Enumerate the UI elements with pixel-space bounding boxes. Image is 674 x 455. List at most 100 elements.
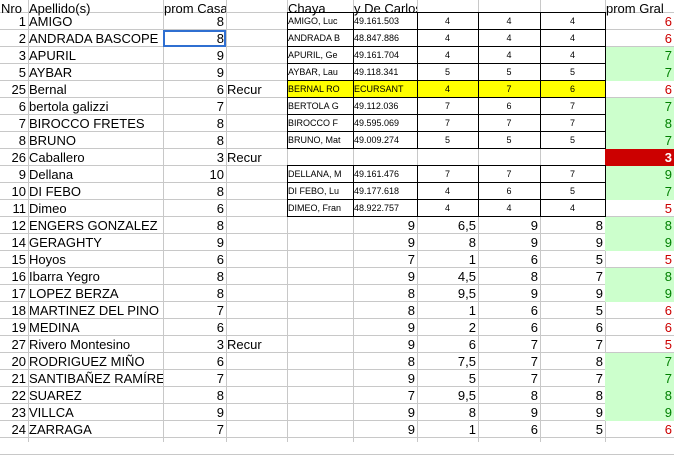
row-nro[interactable]: 14 [11, 235, 26, 250]
row-prom-casas[interactable]: 8 [216, 133, 224, 148]
row-nota-d[interactable]: 6 [595, 320, 603, 335]
row-nota-3[interactable]: 5 [569, 135, 575, 145]
row-apellido[interactable]: MEDINA [29, 320, 80, 335]
row-nro[interactable]: 8 [18, 133, 26, 148]
row-nota-a[interactable]: 8 [407, 286, 415, 301]
row-alumno[interactable]: BRUNO, Mat [288, 135, 341, 145]
row-nota-b[interactable]: 5 [468, 371, 476, 386]
row-prom-gral[interactable]: 7 [605, 183, 674, 200]
row-apellido[interactable]: SANTIBAÑEZ RAMÍREZ [29, 371, 163, 386]
row-apellido[interactable]: ZARRAGA [29, 422, 92, 437]
row-nota-a[interactable]: 7 [407, 388, 415, 403]
row-prom-casas[interactable]: 8 [216, 286, 224, 301]
row-nro[interactable]: 11 [12, 201, 27, 216]
row-recur[interactable]: Recur [227, 82, 262, 97]
row-nota-b[interactable]: 8 [468, 235, 476, 250]
row-prom-casas[interactable]: 3 [216, 337, 224, 352]
row-dni[interactable]: 49.161.704 [354, 50, 400, 60]
row-nota-1[interactable]: 4 [444, 50, 450, 60]
row-nota-a[interactable]: 7 [407, 252, 415, 267]
row-prom-casas[interactable]: 6 [216, 252, 224, 267]
row-apellido[interactable]: APURIL [29, 48, 76, 63]
row-apellido[interactable]: VILLCA [29, 405, 74, 420]
row-nota-c[interactable]: 8 [530, 269, 538, 284]
row-nota-a[interactable]: 9 [407, 235, 415, 250]
row-nro[interactable]: 10 [11, 184, 26, 199]
row-nota-a[interactable]: 9 [407, 269, 415, 284]
row-apellido[interactable]: ENGERS GONZALEZ [29, 218, 158, 233]
row-nro[interactable]: 18 [11, 303, 26, 318]
row-prom-casas[interactable]: 10 [209, 167, 224, 182]
row-nota-b[interactable]: 6 [468, 337, 476, 352]
row-prom-casas[interactable]: 9 [216, 65, 224, 80]
row-prom-gral[interactable]: 5 [664, 337, 672, 352]
row-nota-d[interactable]: 8 [595, 354, 603, 369]
row-nota-1[interactable]: 7 [444, 118, 450, 128]
row-prom-gral[interactable]: 7 [605, 353, 674, 370]
row-recur[interactable]: Recur [227, 150, 262, 165]
row-apellido[interactable]: SUAREZ [29, 388, 82, 403]
row-nota-a[interactable]: 9 [407, 405, 415, 420]
row-nota-2[interactable]: 4 [506, 50, 512, 60]
row-prom-casas[interactable]: 9 [216, 48, 224, 63]
row-nota-3[interactable]: 7 [569, 118, 575, 128]
row-nota-2[interactable]: 5 [506, 135, 512, 145]
row-nota-b[interactable]: 9,5 [457, 286, 476, 301]
row-prom-casas[interactable]: 8 [216, 116, 224, 131]
row-apellido[interactable]: Caballero [29, 150, 85, 165]
row-nota-1[interactable]: 4 [417, 81, 478, 98]
row-dni[interactable]: ECURSANT [353, 81, 417, 98]
row-prom-casas[interactable]: 8 [163, 30, 226, 47]
row-prom-gral[interactable]: 6 [664, 14, 672, 29]
row-apellido[interactable]: BRUNO [29, 133, 76, 148]
row-prom-casas[interactable]: 7 [216, 99, 224, 114]
row-nota-2[interactable]: 7 [478, 81, 540, 98]
row-nro[interactable]: 16 [11, 269, 26, 284]
row-nro[interactable]: 23 [11, 405, 26, 420]
row-prom-casas[interactable]: 9 [216, 235, 224, 250]
row-apellido[interactable]: MARTINEZ DEL PINO [29, 303, 160, 318]
row-nota-2[interactable]: 4 [506, 16, 512, 26]
row-nota-a[interactable]: 9 [407, 218, 415, 233]
row-prom-casas[interactable]: 7 [216, 422, 224, 437]
row-nro[interactable]: 27 [11, 337, 26, 352]
row-nota-3[interactable]: 7 [569, 169, 575, 179]
row-prom-casas[interactable]: 6 [216, 320, 224, 335]
row-nro[interactable]: 1 [18, 14, 26, 29]
header-prom-casas[interactable]: prom Casas [164, 1, 226, 16]
row-nota-c[interactable]: 9 [530, 286, 538, 301]
row-nota-b[interactable]: 8 [468, 405, 476, 420]
row-dni[interactable]: 48.922.757 [354, 203, 400, 213]
row-nota-2[interactable]: 6 [506, 101, 512, 111]
row-nota-d[interactable]: 5 [595, 422, 603, 437]
row-prom-gral[interactable]: 7 [605, 132, 674, 149]
row-nota-c[interactable]: 7 [530, 371, 538, 386]
row-prom-gral[interactable]: 7 [605, 370, 674, 387]
row-nota-d[interactable]: 9 [595, 235, 603, 250]
row-nota-b[interactable]: 1 [468, 303, 476, 318]
row-nota-c[interactable]: 6 [530, 422, 538, 437]
row-nota-d[interactable]: 5 [595, 303, 603, 318]
row-nro[interactable]: 21 [11, 371, 26, 386]
row-apellido[interactable]: Dimeo [29, 201, 67, 216]
row-dni[interactable]: 48.847.886 [354, 33, 400, 43]
row-apellido[interactable]: Rivero Montesino [29, 337, 131, 352]
row-nota-c[interactable]: 9 [530, 218, 538, 233]
row-apellido[interactable]: AYBAR [29, 65, 73, 80]
row-nota-1[interactable]: 7 [444, 101, 450, 111]
row-nota-3[interactable]: 5 [569, 67, 575, 77]
row-prom-gral[interactable]: 8 [605, 217, 674, 234]
row-nro[interactable]: 9 [18, 167, 26, 182]
row-apellido[interactable]: Dellana [29, 167, 74, 182]
row-dni[interactable]: 49.161.503 [354, 16, 400, 26]
header-nro[interactable]: Nro [1, 1, 22, 16]
row-prom-gral[interactable]: 8 [605, 268, 674, 285]
row-prom-gral[interactable]: 7 [605, 47, 674, 64]
row-alumno[interactable]: DIMEO, Fran [288, 203, 342, 213]
row-nro[interactable]: 15 [11, 252, 26, 267]
row-prom-casas[interactable]: 6 [216, 82, 224, 97]
row-nota-b[interactable]: 7,5 [457, 354, 476, 369]
row-nota-1[interactable]: 7 [444, 169, 450, 179]
row-nro[interactable]: 7 [18, 116, 26, 131]
row-dni[interactable]: 49.009.274 [354, 135, 400, 145]
